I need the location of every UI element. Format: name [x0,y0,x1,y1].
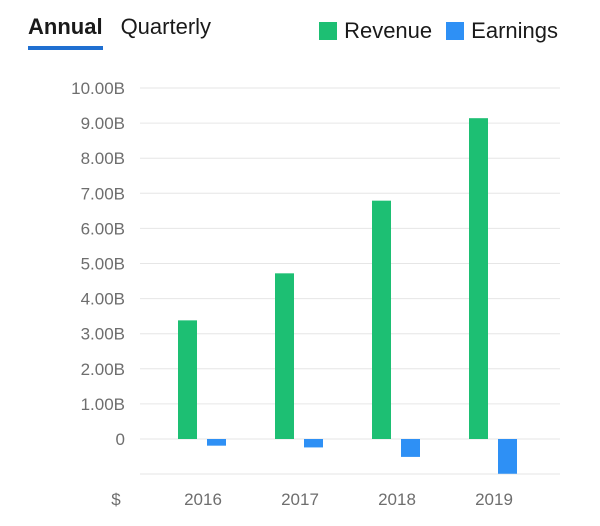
legend-item-earnings[interactable]: Earnings [446,18,558,44]
y-tick-label: 2.00B [81,360,125,379]
earnings-bar-2017[interactable] [304,439,323,448]
axis-unit-label: $ [111,490,121,509]
revenue-bar-2017[interactable] [275,273,294,439]
legend-label-revenue: Revenue [344,18,433,43]
revenue-swatch [319,22,338,40]
earnings-bar-2016[interactable] [207,439,226,446]
x-tick-label: 2016 [184,490,222,509]
period-tabs: Annual Quarterly [28,14,211,50]
legend-label-earnings: Earnings [471,18,558,43]
revenue-bar-2018[interactable] [372,200,391,439]
earnings-swatch [446,22,465,40]
y-tick-label: 8.00B [81,149,125,168]
tab-quarterly[interactable]: Quarterly [120,14,212,39]
earnings-bar-2019[interactable] [498,439,517,474]
x-tick-label: 2019 [475,490,513,509]
x-tick-label: 2017 [281,490,319,509]
y-tick-label: 9.00B [81,114,125,133]
y-tick-label: 7.00B [81,184,125,203]
y-tick-label: 4.00B [81,290,125,309]
earnings-bar-2018[interactable] [401,439,420,457]
revenue-bar-2019[interactable] [469,118,488,439]
revenue-bar-2016[interactable] [178,320,197,439]
tab-annual[interactable]: Annual [28,14,103,50]
y-tick-label: 1.00B [81,395,125,414]
y-tick-label: 10.00B [71,79,125,98]
x-tick-label: 2018 [378,490,416,509]
legend-item-revenue[interactable]: Revenue [319,18,432,44]
y-tick-label: 3.00B [81,325,125,344]
chart-legend: Revenue Earnings [319,18,558,44]
y-tick-label: 6.00B [81,219,125,238]
y-tick-label: 5.00B [81,255,125,274]
y-tick-label: 0 [116,430,125,449]
